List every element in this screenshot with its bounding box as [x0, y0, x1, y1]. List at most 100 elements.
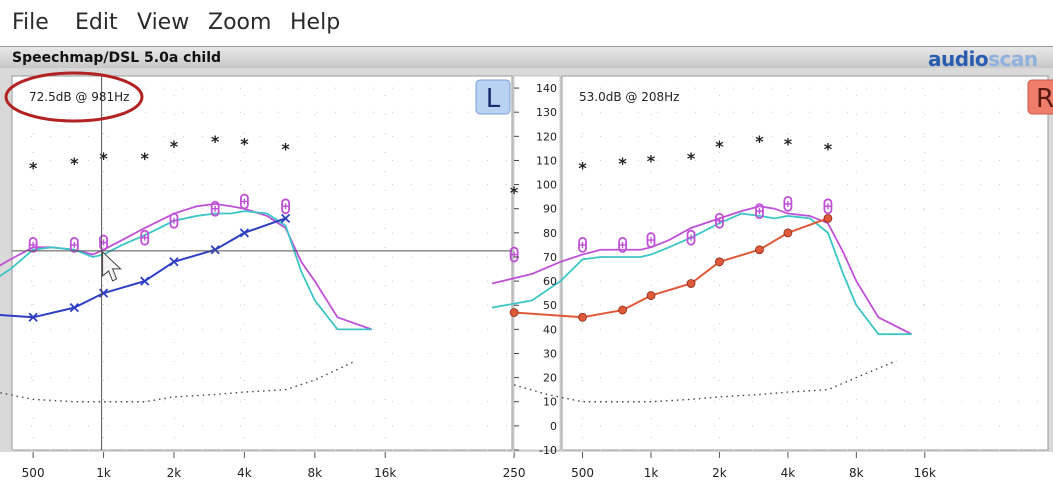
left-measured-point [69, 303, 79, 313]
left-target-marker-cross [71, 241, 78, 248]
right-target-marker [509, 246, 519, 263]
right-measured-point [755, 245, 764, 255]
left-measured-point [280, 213, 291, 223]
left-measured-point [239, 228, 250, 238]
right-plot-area [561, 75, 1049, 451]
window-title-bar: Speechmap/DSL 5.0a child audioscan [0, 46, 1053, 71]
left-target-marker-cross [30, 241, 37, 248]
right-measured-point [578, 312, 587, 322]
right-target-marker [578, 237, 587, 253]
left-target-marker [99, 234, 108, 251]
left-measured-point [140, 276, 150, 286]
right-ear-button-label: R [1036, 84, 1053, 114]
left-ucl-star: * [99, 149, 108, 168]
menu-help[interactable]: Help [290, 10, 341, 35]
y-tick-label: 70 [543, 251, 557, 264]
y-tick-label: 140 [536, 82, 557, 95]
right-measured-point [618, 305, 627, 315]
left-ucl-star: * [211, 132, 220, 151]
brand-logo-part2: scan [988, 47, 1038, 71]
x-axis-panel [0, 452, 1053, 484]
y-tick-label: 80 [543, 227, 557, 240]
right-x-tick-label: 2k [712, 466, 727, 480]
left-target-marker-cross [241, 198, 248, 205]
right-target-marker-cross [647, 237, 654, 244]
right-target-marker [715, 212, 724, 229]
left-x-tick-label: 8k [308, 466, 323, 480]
left-target-marker [169, 212, 179, 229]
left-measured-point [169, 257, 179, 267]
y-tick-label: -10 [539, 444, 557, 457]
right-ucl-star: * [784, 135, 793, 154]
left-target-marker-cross [141, 234, 148, 241]
right-target-marker-cross [824, 203, 831, 210]
left-x-tick-label: 2k [167, 466, 182, 480]
right-target-marker [686, 229, 696, 246]
y-tick-label: 50 [543, 299, 557, 312]
brand-logo-part1: audio [928, 47, 989, 71]
right-ucl-star: * [578, 159, 587, 178]
left-target-marker [140, 229, 150, 246]
right-measured-point [509, 308, 519, 317]
menu-zoom[interactable]: Zoom [208, 10, 272, 35]
left-target-marker [69, 237, 79, 253]
y-tick-label: 130 [536, 106, 557, 119]
menu-edit[interactable]: Edit [75, 10, 118, 35]
right-target-marker [823, 198, 833, 215]
left-ucl-star: * [70, 154, 79, 173]
left-measured-point [28, 312, 38, 322]
right-measured-point [715, 257, 724, 267]
left-ear-button[interactable] [475, 79, 511, 115]
right-x-tick-label: 8k [849, 466, 864, 480]
right-ucl-star: * [647, 151, 656, 170]
y-tick-label: 10 [543, 396, 557, 409]
right-x-tick-label: 16k [914, 466, 936, 480]
right-target-marker-cross [619, 241, 626, 248]
y-tick-label: 40 [543, 323, 557, 336]
brand-logo: audioscan [928, 47, 1038, 71]
left-threshold-line [0, 360, 357, 403]
right-ucl-star: * [755, 132, 764, 151]
y-tick-label: 30 [543, 347, 557, 360]
menu-view[interactable]: View [137, 10, 190, 35]
right-ucl-star: * [687, 149, 696, 168]
left-target-marker-cross [282, 203, 289, 210]
right-target-marker-cross [579, 241, 586, 248]
right-chart: * * * * * * * * * 53.0dB @ 208Hz R [491, 75, 1053, 451]
left-measured-point [98, 288, 109, 298]
left-ear-button-label: L [486, 84, 501, 114]
right-ucl-star: * [824, 139, 833, 158]
y-tick-label: 60 [543, 275, 557, 288]
right-ear-button[interactable] [1027, 79, 1053, 115]
left-ucl-star: * [240, 135, 249, 154]
right-measured-point [686, 279, 696, 288]
y-tick-label: 120 [536, 130, 557, 143]
readout-highlight-ring [4, 71, 144, 123]
left-target-marker-cross [212, 205, 219, 212]
right-target-marker [783, 195, 793, 212]
left-measured-point [210, 245, 220, 255]
right-x-tick-label: 4k [781, 466, 796, 480]
y-tick-label: 100 [536, 179, 557, 192]
right-target-marker-cross [688, 234, 695, 241]
left-ucl-star: * [29, 159, 38, 178]
menu-bar: File Edit View Zoom Help [0, 0, 1053, 42]
window-title: Speechmap/DSL 5.0a child [12, 50, 222, 66]
right-readout: 53.0dB @ 208Hz [579, 90, 679, 104]
mouse-pointer-icon [102, 250, 122, 282]
y-tick-label: 20 [543, 372, 557, 385]
left-x-tick-label: 1k [96, 466, 111, 480]
right-measured-point [783, 228, 793, 238]
y-tick-label: 0 [550, 420, 557, 433]
left-readout: 72.5dB @ 981Hz [29, 90, 129, 104]
y-tick-label: 110 [536, 154, 557, 167]
right-target-marker-cross [784, 200, 791, 207]
right-x-tick-label: 500 [571, 466, 594, 480]
left-target-marker-cross [170, 217, 177, 224]
right-target-marker-cross [756, 208, 763, 215]
right-target-marker-cross [716, 217, 723, 224]
left-plot-area [11, 75, 513, 451]
right-x-tick-label: 1k [644, 466, 659, 480]
menu-file[interactable]: File [12, 10, 49, 35]
